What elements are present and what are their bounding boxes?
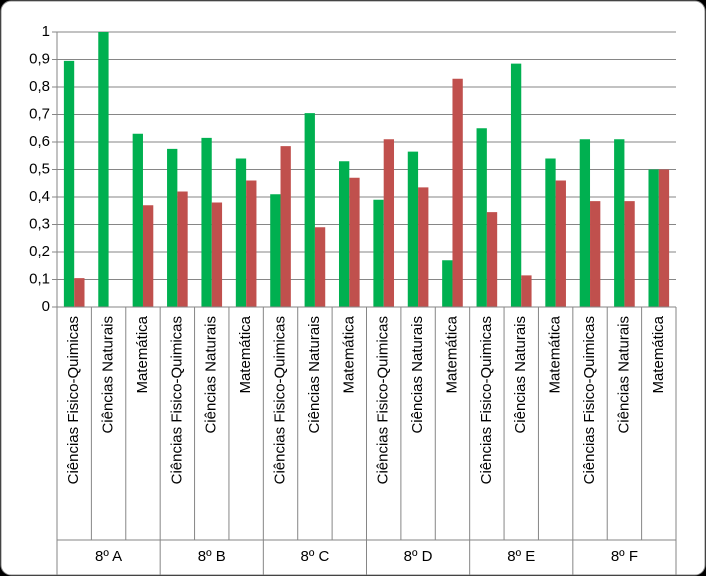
y-tick-label: 0,6 xyxy=(29,133,50,150)
y-tick-label: 0,8 xyxy=(29,78,50,95)
x-tick-label: Ciências Fisico-Quimicas xyxy=(375,316,392,484)
bar xyxy=(545,158,556,307)
x-tick-label: Ciências Fisico-Quimicas xyxy=(65,316,82,484)
bar xyxy=(349,177,360,307)
x-tick-label: Matemática xyxy=(237,315,254,393)
x-tick-label: Ciências Naturais xyxy=(615,316,632,434)
bar xyxy=(648,169,659,307)
bar xyxy=(476,128,487,307)
bar xyxy=(167,148,178,307)
bar xyxy=(624,201,635,307)
bar xyxy=(270,194,281,307)
bar xyxy=(314,227,326,307)
bar xyxy=(98,32,109,307)
bar xyxy=(658,169,670,307)
x-tick-label: Matemática xyxy=(443,315,460,393)
bar xyxy=(74,278,85,307)
bar xyxy=(442,260,453,307)
x-tick-label: Matemática xyxy=(340,315,357,393)
x-tick-label: Ciências Fisico-Quimicas xyxy=(581,316,598,484)
bar xyxy=(452,78,463,307)
group-label: 8º A xyxy=(95,548,122,565)
bar xyxy=(132,133,143,307)
bar xyxy=(614,139,625,307)
bar xyxy=(407,151,419,307)
bar xyxy=(338,161,350,307)
group-label: 8º C xyxy=(301,548,330,565)
bar xyxy=(142,205,154,307)
x-tick-label: Ciências Naturais xyxy=(512,316,529,434)
y-tick-label: 1 xyxy=(42,23,50,40)
bar xyxy=(486,212,498,307)
bar xyxy=(304,113,315,307)
y-tick-label: 0,2 xyxy=(29,243,50,260)
x-tick-label: Ciências Fisico-Quimicas xyxy=(478,316,495,484)
x-tick-label: Matemática xyxy=(650,315,667,393)
bar xyxy=(510,63,522,307)
group-label: 8º E xyxy=(507,548,535,565)
x-tick-label: Ciências Naturais xyxy=(100,316,117,434)
y-tick-label: 0,7 xyxy=(29,105,50,122)
bar xyxy=(373,199,384,307)
y-tick-label: 0 xyxy=(42,298,50,315)
bar xyxy=(280,146,291,307)
bar xyxy=(246,180,257,307)
bar xyxy=(177,191,188,307)
x-tick-label: Ciências Naturais xyxy=(306,316,323,434)
y-tick-label: 0,1 xyxy=(29,270,50,287)
group-label: 8º F xyxy=(611,548,638,565)
x-tick-label: Matemática xyxy=(547,315,564,393)
bar xyxy=(418,187,429,307)
y-tick-label: 0,3 xyxy=(29,215,50,232)
x-tick-label: Ciências Naturais xyxy=(409,316,426,434)
bar xyxy=(521,275,532,307)
bar xyxy=(211,202,223,307)
bar xyxy=(201,137,212,307)
x-tick-label: Ciências Fisico-Quimicas xyxy=(168,316,185,484)
bar xyxy=(579,139,591,307)
bar xyxy=(63,60,75,307)
y-tick-label: 0,4 xyxy=(29,188,50,205)
group-label: 8º D xyxy=(404,548,433,565)
group-label: 8º B xyxy=(198,548,226,565)
bar xyxy=(590,201,601,307)
bar xyxy=(235,158,247,307)
x-tick-label: Ciências Naturais xyxy=(203,316,220,434)
y-tick-label: 0,9 xyxy=(29,50,50,67)
x-tick-label: Matemática xyxy=(134,315,151,393)
bar xyxy=(383,139,395,307)
x-tick-label: Ciências Fisico-Quimicas xyxy=(271,316,288,484)
y-tick-label: 0,5 xyxy=(29,160,50,177)
bar xyxy=(555,180,566,307)
